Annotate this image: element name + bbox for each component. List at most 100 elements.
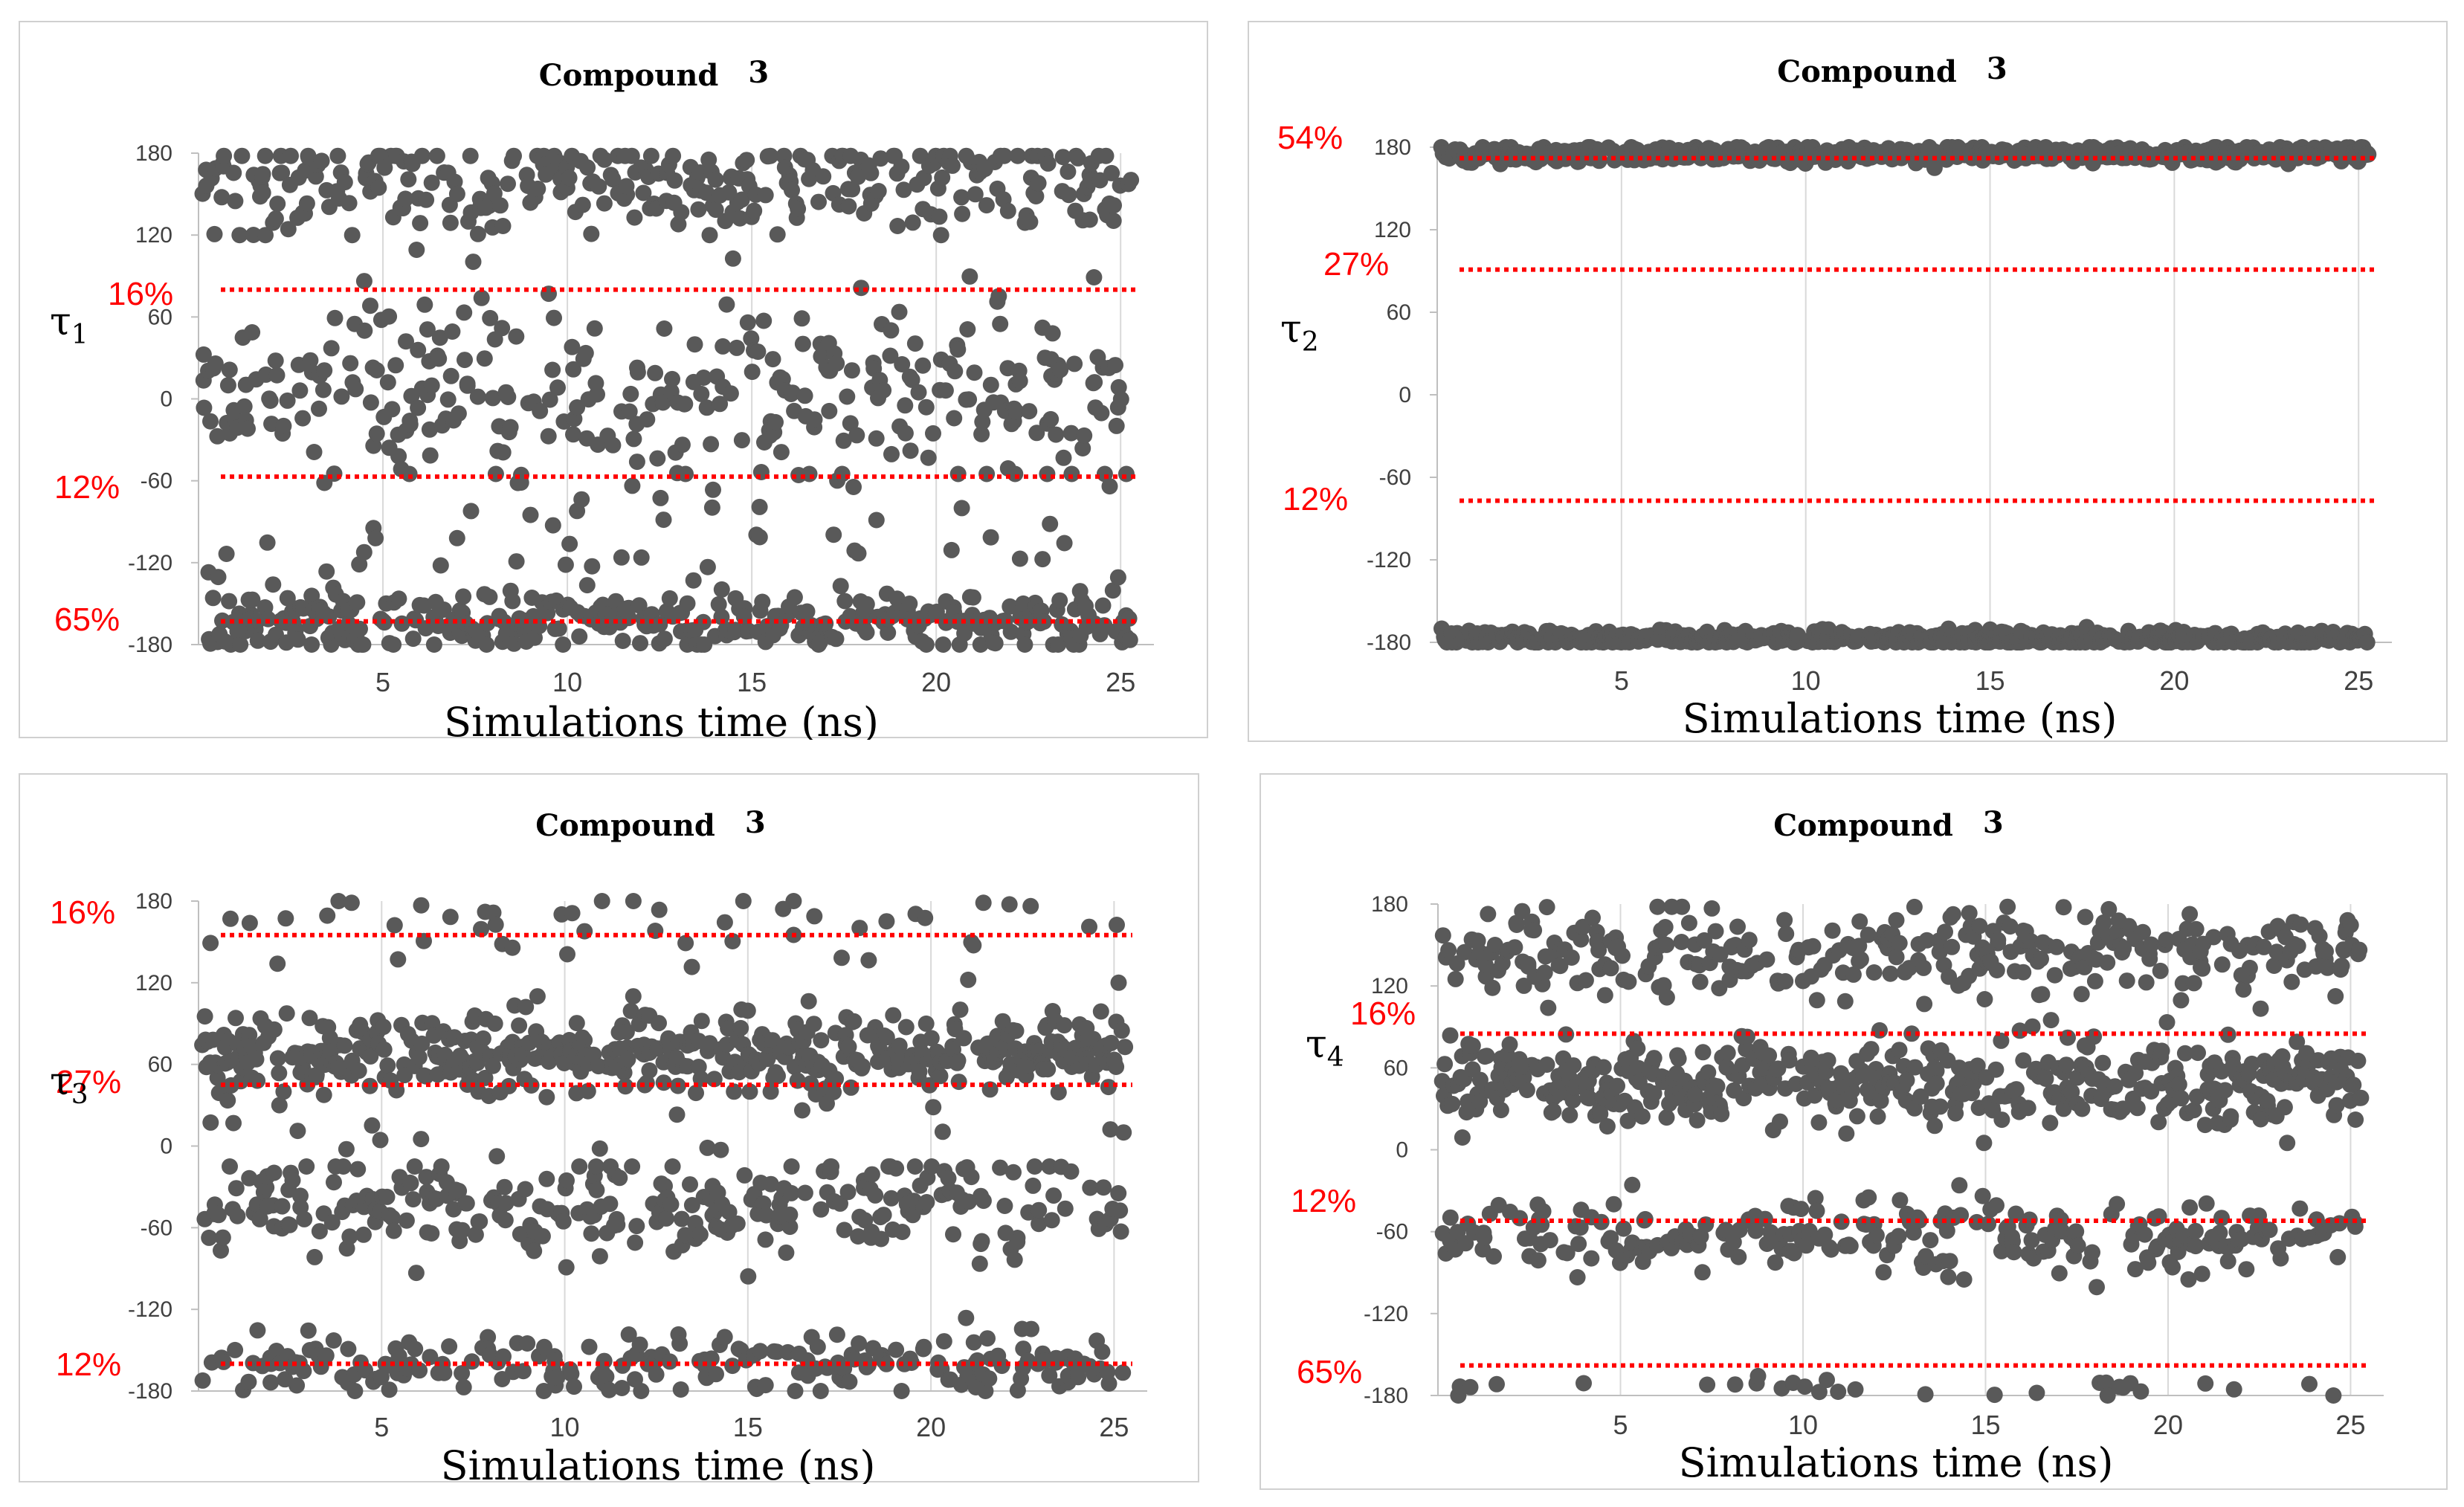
data-point: [265, 1021, 283, 1038]
data-point: [920, 449, 937, 466]
y-tick-label: 120: [135, 971, 172, 995]
data-point: [787, 1383, 804, 1399]
data-point: [954, 205, 971, 222]
y-tick-label: -180: [128, 633, 172, 657]
data-point: [229, 1207, 246, 1224]
data-point: [589, 386, 605, 403]
data-point: [601, 1381, 618, 1398]
data-point: [401, 465, 418, 483]
data-point: [937, 382, 954, 399]
data-point: [1442, 1027, 1459, 1044]
data-point: [219, 1092, 236, 1109]
data-point: [718, 296, 735, 313]
data-point: [1847, 1381, 1864, 1398]
x-tick-label: 15: [737, 667, 767, 697]
data-point: [329, 147, 346, 164]
data-point: [352, 620, 368, 637]
data-point: [467, 1226, 484, 1243]
data-point: [2187, 1222, 2204, 1239]
data-point: [2055, 1100, 2072, 1117]
data-point: [2193, 1265, 2210, 1282]
data-point: [683, 1197, 700, 1213]
data-point: [751, 498, 768, 515]
data-point: [901, 596, 918, 612]
data-point: [794, 335, 811, 352]
data-point: [1515, 977, 1532, 994]
data-point: [2084, 1244, 2100, 1261]
data-point: [1489, 1375, 1505, 1393]
data-point: [487, 465, 504, 483]
data-point: [622, 385, 639, 402]
data-point: [206, 225, 223, 242]
data-point: [317, 1347, 335, 1364]
data-point: [1980, 1216, 1997, 1233]
data-point: [982, 529, 999, 546]
data-point: [1906, 898, 1923, 915]
data-point: [257, 227, 274, 244]
data-point: [2150, 1114, 2167, 1131]
y-tick-label: 180: [1371, 892, 1408, 917]
data-point: [218, 546, 235, 562]
data-point: [1120, 610, 1138, 627]
data-point: [833, 465, 851, 483]
data-point: [251, 1210, 268, 1227]
data-point: [1100, 1375, 1117, 1392]
data-point: [419, 321, 436, 338]
data-point: [245, 227, 262, 243]
data-point: [618, 1023, 635, 1040]
data-point: [390, 590, 407, 607]
data-point: [559, 946, 575, 963]
data-point: [888, 1160, 905, 1177]
data-point: [1533, 1216, 1550, 1233]
data-point: [632, 635, 648, 652]
data-point: [1986, 1387, 2003, 1404]
data-point: [1022, 213, 1039, 230]
data-point: [274, 164, 291, 181]
data-point: [1898, 1071, 1915, 1088]
data-point: [244, 591, 261, 608]
data-point: [1912, 1088, 1929, 1105]
data-point: [411, 1362, 428, 1379]
data-point: [555, 636, 572, 653]
data-point: [1526, 922, 1543, 939]
data-point: [796, 387, 813, 404]
data-point: [379, 1057, 396, 1074]
data-point: [950, 1074, 967, 1091]
data-point: [407, 1265, 425, 1282]
data-point: [2097, 1374, 2115, 1391]
data-point: [2034, 986, 2051, 1003]
data-point: [454, 1222, 471, 1239]
data-point: [323, 1214, 341, 1231]
data-point: [298, 195, 315, 212]
data-point: [739, 1002, 756, 1019]
data-point: [2046, 967, 2063, 984]
data-point: [805, 1016, 822, 1033]
data-point: [1440, 942, 1457, 959]
data-point: [963, 1169, 980, 1186]
data-point: [1888, 911, 1905, 929]
data-point: [271, 1097, 288, 1114]
data-point: [506, 147, 522, 164]
data-point: [565, 361, 582, 378]
data-point: [764, 1032, 781, 1049]
data-point: [1039, 155, 1057, 172]
data-point: [882, 347, 899, 364]
data-point: [946, 363, 964, 380]
data-point: [710, 596, 727, 613]
chart-title: Compound 3: [535, 805, 765, 843]
data-point: [210, 1207, 227, 1224]
data-point: [311, 1223, 328, 1240]
data-point: [1988, 1197, 2005, 1214]
data-point: [894, 1224, 911, 1240]
data-point: [724, 933, 741, 949]
data-point: [268, 367, 286, 384]
data-point: [823, 1158, 840, 1175]
data-point: [445, 1201, 462, 1218]
data-point: [355, 1226, 372, 1243]
data-point: [1066, 355, 1083, 372]
data-point: [2292, 916, 2309, 933]
data-point: [2222, 1111, 2239, 1128]
data-point: [707, 201, 724, 219]
data-point: [633, 1383, 650, 1399]
data-point: [577, 344, 594, 361]
